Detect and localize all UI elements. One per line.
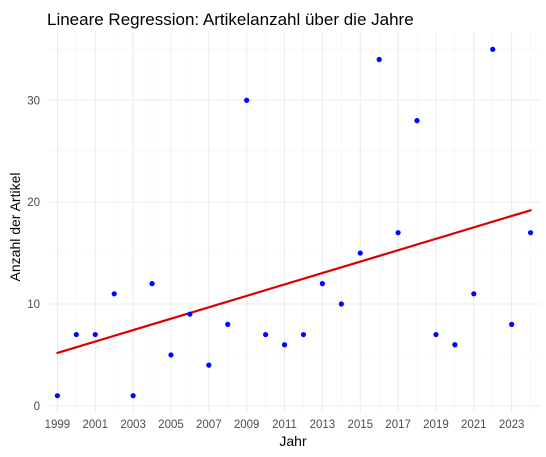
data-point — [149, 281, 155, 287]
grid — [47, 32, 541, 413]
y-tick-label: 0 — [34, 401, 40, 413]
y-axis-ticks: 0 10 20 30 — [27, 95, 40, 413]
x-tick-label: 2007 — [196, 419, 222, 431]
data-point — [414, 118, 420, 124]
y-tick-label: 20 — [27, 197, 40, 209]
y-axis-label: Anzahl der Artikel — [7, 173, 23, 282]
data-point — [319, 281, 325, 287]
x-tick-label: 2001 — [82, 419, 108, 431]
data-point — [168, 352, 174, 358]
x-tick-label: 2003 — [120, 419, 146, 431]
data-point — [111, 291, 117, 297]
x-tick-label: 2011 — [272, 419, 297, 431]
data-point — [92, 331, 98, 338]
data-point — [225, 321, 231, 327]
x-tick-label: 2013 — [310, 419, 336, 431]
x-tick-label: 2017 — [385, 419, 411, 431]
data-point — [187, 311, 193, 317]
x-tick-label: 2023 — [499, 419, 525, 431]
x-tick-label: 2019 — [423, 419, 449, 431]
chart-title: Lineare Regression: Artikelanzahl über d… — [47, 10, 414, 29]
data-point — [206, 362, 212, 368]
data-point — [263, 331, 269, 338]
y-tick-label: 10 — [27, 299, 40, 311]
data-point — [376, 56, 382, 63]
data-point — [452, 342, 458, 348]
data-point — [471, 291, 477, 297]
data-point — [244, 97, 250, 103]
data-point — [281, 342, 288, 348]
data-point — [527, 230, 534, 236]
data-point — [433, 331, 439, 338]
data-point — [300, 331, 307, 338]
x-tick-label: 2015 — [347, 419, 373, 431]
points-layer — [54, 46, 534, 399]
data-point — [509, 321, 515, 327]
data-point — [338, 301, 344, 307]
x-tick-label: 2021 — [461, 419, 487, 431]
x-axis-label: Jahr — [279, 433, 307, 449]
x-tick-label: 1999 — [45, 419, 71, 431]
data-point — [73, 331, 79, 338]
y-tick-label: 30 — [27, 95, 40, 107]
x-axis-ticks: 1999 2001 2003 2005 2007 2009 2011 2013 2015 2017… — [45, 419, 525, 431]
data-point — [54, 393, 61, 399]
data-point — [130, 393, 136, 399]
regression-layer — [56, 209, 532, 354]
data-point — [395, 230, 401, 236]
data-point — [490, 46, 496, 52]
data-point — [357, 250, 363, 256]
regression-line — [56, 209, 532, 354]
x-tick-label: 2005 — [158, 419, 184, 431]
x-tick-label: 2009 — [234, 419, 260, 431]
